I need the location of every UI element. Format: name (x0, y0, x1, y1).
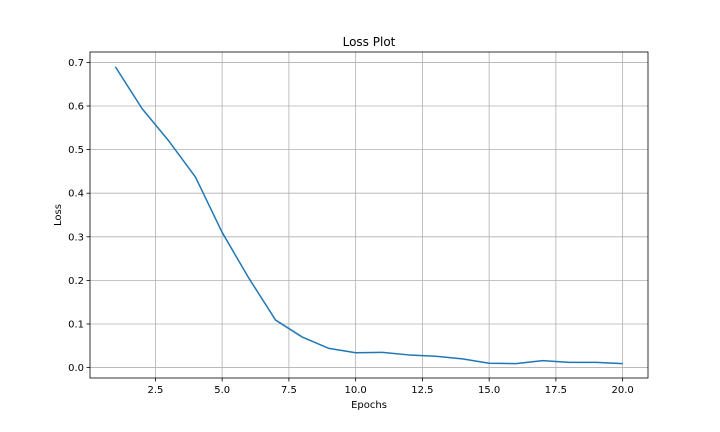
grid-layer (90, 52, 648, 378)
y-tick-label: 0.2 (68, 276, 84, 287)
x-tick-label: 12.5 (411, 385, 433, 396)
y-tick-label: 0.1 (68, 319, 84, 330)
y-tick-label: 0.7 (68, 58, 84, 69)
tick-layer: 2.5 5.0 7.5 10.0 12.5 15.0 17.5 20.0 0.0 0.1 0.2 0.… (68, 58, 634, 396)
x-axis-label: Epochs (351, 400, 387, 411)
loss-series-line (114, 66, 623, 365)
x-tick-label: 7.5 (281, 385, 297, 396)
y-tick-label: 0.0 (68, 363, 84, 374)
y-tick-label: 0.5 (68, 145, 84, 156)
x-tick-label: 15.0 (478, 385, 500, 396)
plot-frame (89, 51, 649, 379)
plot-area (90, 52, 648, 378)
x-tick-label: 20.0 (612, 385, 634, 396)
y-tick-label: 0.6 (68, 102, 84, 113)
x-tick-label: 10.0 (345, 385, 367, 396)
y-tick-label: 0.4 (68, 189, 84, 200)
y-axis-label: Loss (53, 204, 64, 226)
x-tick-label: 17.5 (545, 385, 567, 396)
series-layer (114, 66, 623, 365)
x-tick-label: 5.0 (214, 385, 230, 396)
chart-title: Loss Plot (343, 35, 396, 49)
x-tick-label: 2.5 (147, 385, 163, 396)
y-tick-label: 0.3 (68, 232, 84, 243)
